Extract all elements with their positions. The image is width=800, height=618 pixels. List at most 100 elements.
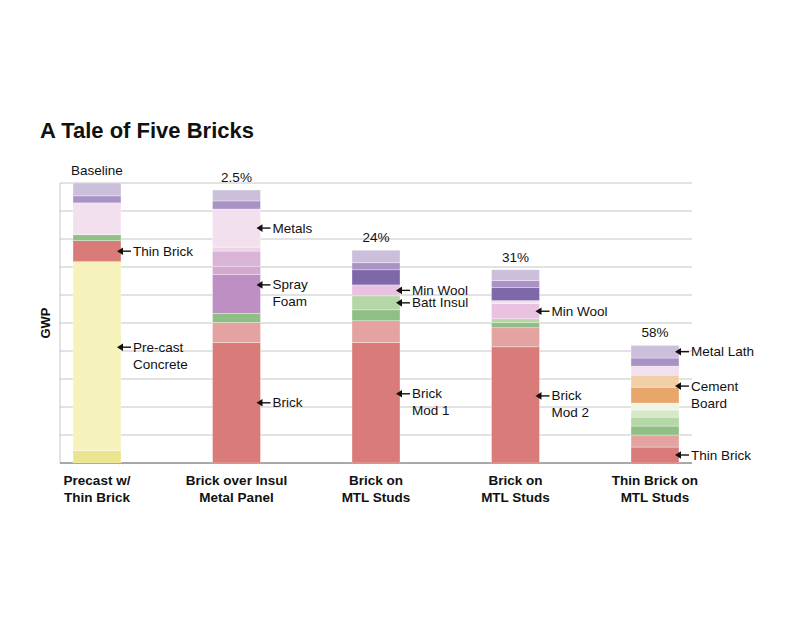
- bar-segment: [631, 345, 679, 358]
- category-label: Precast w/Thin Brick: [64, 473, 131, 505]
- annotation-line: Metal Lath: [691, 344, 754, 359]
- bar-segment: [631, 417, 679, 426]
- bar-segment: [492, 319, 540, 323]
- annotation-arrowhead: [675, 348, 681, 356]
- category-line: Brick on: [488, 473, 542, 488]
- annotation-label: Metals: [273, 221, 313, 236]
- annotation-line: Min Wool: [552, 304, 608, 319]
- bar-segment: [73, 235, 121, 241]
- bar-segment: [352, 263, 400, 270]
- chart-title: A Tale of Five Bricks: [40, 118, 254, 143]
- annotation-arrowhead: [675, 382, 681, 390]
- annotation-line: Thin Brick: [691, 448, 751, 463]
- category-label: Thin Brick onMTL Studs: [612, 473, 698, 505]
- annotation-label: Thin Brick: [133, 244, 193, 259]
- bar-top-label: 58%: [641, 325, 668, 340]
- bar-segment: [213, 274, 261, 313]
- category-label: Brick onMTL Studs: [342, 473, 411, 505]
- annotation-arrowhead: [257, 281, 263, 289]
- annotation-label: Pre-cast Concrete: [133, 340, 188, 372]
- grid-line: [60, 183, 692, 184]
- annotation-label: Brick Mod 1: [412, 386, 450, 418]
- bar-segment: [73, 451, 121, 463]
- annotation-line: Pre-cast: [133, 340, 184, 355]
- bar-segment: [213, 313, 261, 322]
- annotation-arrowhead: [396, 299, 402, 307]
- bar-top-label: 24%: [362, 230, 389, 245]
- category-line: Precast w/: [64, 473, 131, 488]
- bar-segment: [492, 301, 540, 304]
- annotation-line: Foam: [273, 294, 308, 309]
- category-label: Brick on MTL Studs: [481, 473, 550, 505]
- category-line: MTL Studs: [481, 490, 550, 505]
- annotation-line: Mod 2: [552, 405, 590, 420]
- annotation-label: Brick Mod 2: [552, 388, 590, 420]
- bar-segment: [631, 410, 679, 417]
- bar-segment: [631, 375, 679, 387]
- category-line: Brick over Insul: [186, 473, 287, 488]
- annotation-arrowhead: [117, 247, 123, 255]
- bar-top-label: Baseline: [71, 163, 123, 178]
- bar-segment: [492, 323, 540, 328]
- annotation-label: Brick: [273, 395, 303, 410]
- bar-segment: [352, 270, 400, 285]
- bar-top-label: 2.5%: [221, 170, 252, 185]
- annotation-arrowhead: [257, 399, 263, 407]
- bar-segment: [352, 296, 400, 310]
- annotation-arrowhead: [396, 287, 402, 295]
- bar-segment: [352, 250, 400, 263]
- annotation-arrowhead: [257, 224, 263, 232]
- annotation-label: Min Wool: [552, 304, 608, 319]
- category-line: Brick on: [349, 473, 403, 488]
- bar-segment: [492, 281, 540, 288]
- grid-line: [60, 211, 692, 212]
- annotation-line: Brick: [552, 388, 582, 403]
- bar-segment: [73, 241, 121, 262]
- annotation-line: Cement: [691, 379, 739, 394]
- annotation-line: Concrete: [133, 357, 188, 372]
- bar-segment: [213, 251, 261, 266]
- annotations: Pre-cast Concrete Thin Brick Brick Spray Foam…: [117, 221, 754, 463]
- annotation-line: Min Wool: [412, 283, 468, 298]
- bar-segment: [492, 304, 540, 319]
- bar-segment: [73, 262, 121, 451]
- bar-segment: [73, 203, 121, 235]
- annotation-label: Thin Brick: [691, 448, 751, 463]
- annotation-line: Spray: [273, 277, 309, 292]
- annotation-line: Mod 1: [412, 403, 450, 418]
- annotation-arrowhead: [536, 307, 542, 315]
- chart-container: A Tale of Five Bricks GWP Pre-cast Concrete…: [0, 0, 800, 618]
- y-axis-label: GWP: [38, 307, 53, 338]
- category-line: Thin Brick on: [612, 473, 698, 488]
- bar-segment: [492, 328, 540, 347]
- chart-svg: A Tale of Five Bricks GWP Pre-cast Concrete…: [0, 0, 800, 618]
- bar-segment: [213, 322, 261, 342]
- annotation-arrowhead: [675, 451, 681, 459]
- bar-segment: [73, 196, 121, 203]
- bar-segment: [631, 426, 679, 435]
- bar-segment: [213, 247, 261, 251]
- annotation-line: Brick: [412, 386, 442, 401]
- bar-segment: [631, 387, 679, 403]
- bar-segment: [631, 358, 679, 366]
- category-line: Metal Panel: [199, 490, 273, 505]
- bar-segment: [352, 285, 400, 296]
- annotation-arrowhead: [117, 343, 123, 351]
- category-label: Brick over Insul Metal Panel: [186, 473, 287, 505]
- bar-segment: [213, 266, 261, 274]
- bar-segment: [352, 310, 400, 321]
- bar-segment: [213, 201, 261, 209]
- bar-segment: [213, 190, 261, 201]
- bar-segment: [631, 403, 679, 410]
- bar-segment: [631, 447, 679, 463]
- y-axis-line: [60, 183, 61, 463]
- category-line: Thin Brick: [64, 490, 131, 505]
- annotation-line: Board: [691, 396, 727, 411]
- bar-segment: [352, 321, 400, 343]
- bar-top-label: 31%: [502, 250, 529, 265]
- bar-segment: [631, 366, 679, 375]
- bars: [73, 183, 679, 463]
- bar-segment: [73, 183, 121, 196]
- bar-segment: [213, 343, 261, 463]
- annotation-label: Metal Lath: [691, 344, 754, 359]
